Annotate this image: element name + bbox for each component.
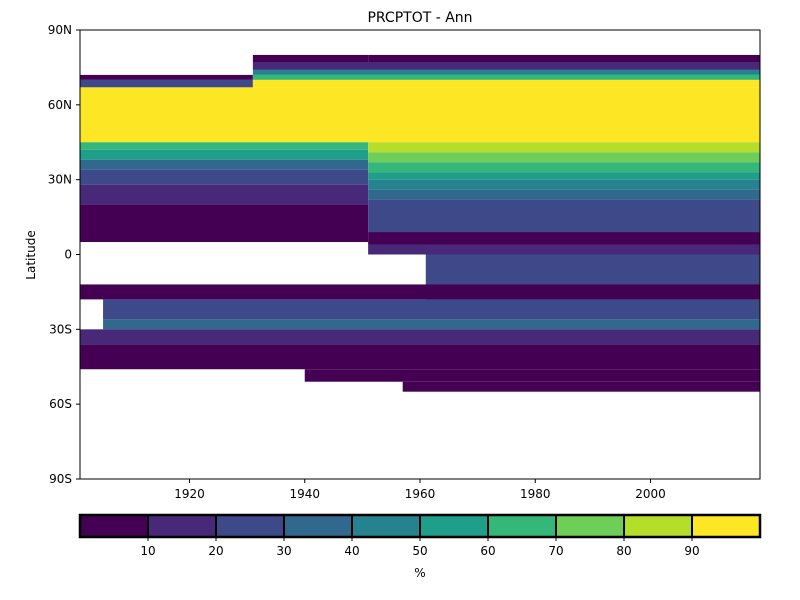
- heatmap-cell: [368, 189, 760, 200]
- colorbar-segment: [419, 514, 489, 538]
- colorbar-tick-label: 20: [208, 544, 223, 558]
- heatmap-cell: [368, 172, 760, 180]
- heatmap-cell: [252, 69, 761, 75]
- colorbar-tick-label: 70: [548, 544, 563, 558]
- colorbar-segment: [351, 514, 421, 538]
- heatmap-cell: [80, 329, 760, 345]
- heatmap-cell: [252, 54, 369, 63]
- y-tick-label: 90S: [49, 472, 72, 486]
- colorbar-segment: [215, 514, 285, 538]
- y-tick-label: 60N: [48, 98, 72, 112]
- heatmap-cell: [80, 74, 253, 80]
- colorbar-tick-label: 80: [616, 544, 631, 558]
- colorbar-segment: [555, 514, 625, 538]
- heatmap-cells: [80, 54, 761, 392]
- colorbar-segment: [623, 514, 693, 538]
- heatmap-cell: [252, 79, 761, 88]
- colorbar-tick-label: 60: [480, 544, 495, 558]
- plot-frame: [79, 29, 761, 480]
- chart-title: PRCPTOT - Ann: [367, 10, 472, 26]
- x-tick-label: 2000: [635, 487, 666, 501]
- heatmap-cell: [368, 179, 760, 190]
- x-tick-label: 1980: [520, 487, 551, 501]
- heatmap-cell: [80, 184, 369, 205]
- heatmap-cell: [368, 54, 760, 63]
- x-tick-label: 1940: [289, 487, 320, 501]
- heatmap-cell: [80, 169, 369, 185]
- y-tick-label: 90N: [48, 23, 72, 37]
- y-axis: 90N 60N 30N 0 30S 60S 90S: [48, 23, 80, 486]
- y-tick-label: 30S: [49, 322, 72, 336]
- heatmap-cell: [368, 162, 760, 173]
- x-tick-label: 1960: [405, 487, 436, 501]
- heatmap-cell: [252, 74, 761, 80]
- colorbar-segment: [147, 514, 217, 538]
- colorbar-tick-label: 30: [276, 544, 291, 558]
- heatmap-cell: [368, 244, 760, 255]
- colorbar-tick-label: 10: [140, 544, 155, 558]
- heatmap-cell: [80, 149, 369, 160]
- colorbar-tick-label: 40: [344, 544, 359, 558]
- heatmap-cell: [80, 204, 369, 243]
- y-tick-label: 30N: [48, 173, 72, 187]
- y-axis-label: Latitude: [24, 230, 38, 279]
- heatmap-cell: [80, 284, 760, 300]
- y-tick-label: 60S: [49, 397, 72, 411]
- heatmap-cell: [304, 369, 760, 382]
- heatmap-cell: [252, 62, 761, 70]
- colorbar-tick-label: 50: [412, 544, 427, 558]
- colorbar-segment: [79, 514, 149, 538]
- x-axis: 1920 1940 1960 1980 2000: [174, 479, 666, 501]
- heatmap-cell: [368, 199, 760, 233]
- heatmap-cell: [103, 299, 761, 320]
- x-tick-label: 1920: [174, 487, 205, 501]
- heatmap-cell: [368, 142, 760, 153]
- heatmap-cell: [402, 381, 760, 392]
- y-tick-label: 0: [64, 248, 72, 262]
- heatmap-cell: [80, 87, 760, 143]
- heatmap-cell: [368, 232, 760, 245]
- colorbar-segment: [487, 514, 557, 538]
- heatmap-cell: [368, 152, 760, 163]
- heatmap-cell: [80, 142, 369, 150]
- colorbar-segment: [691, 514, 761, 538]
- heatmap-cell: [103, 319, 761, 330]
- heatmap-cell: [80, 344, 760, 370]
- colorbar-segment: [283, 514, 353, 538]
- heatmap-cell: [80, 79, 253, 88]
- heatmap-cell: [80, 159, 369, 170]
- colorbar-tick-label: 90: [684, 544, 699, 558]
- colorbar-label: %: [414, 566, 425, 580]
- colorbar: 10 20 30 40 50 60 70 80 90: [78, 513, 762, 558]
